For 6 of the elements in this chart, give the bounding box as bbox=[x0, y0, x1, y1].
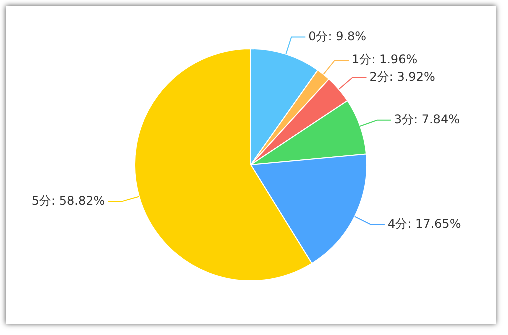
slice-label: 5分: 58.82% bbox=[32, 194, 106, 208]
slice-label: 1分: 1.96% bbox=[352, 52, 418, 67]
slice-label: 0分: 9.8% bbox=[308, 29, 367, 44]
slice-label: 2分: 3.92% bbox=[370, 70, 436, 84]
slice-label: 3分: 7.84% bbox=[394, 112, 460, 127]
slice-label: 4分: 17.65% bbox=[388, 216, 462, 231]
